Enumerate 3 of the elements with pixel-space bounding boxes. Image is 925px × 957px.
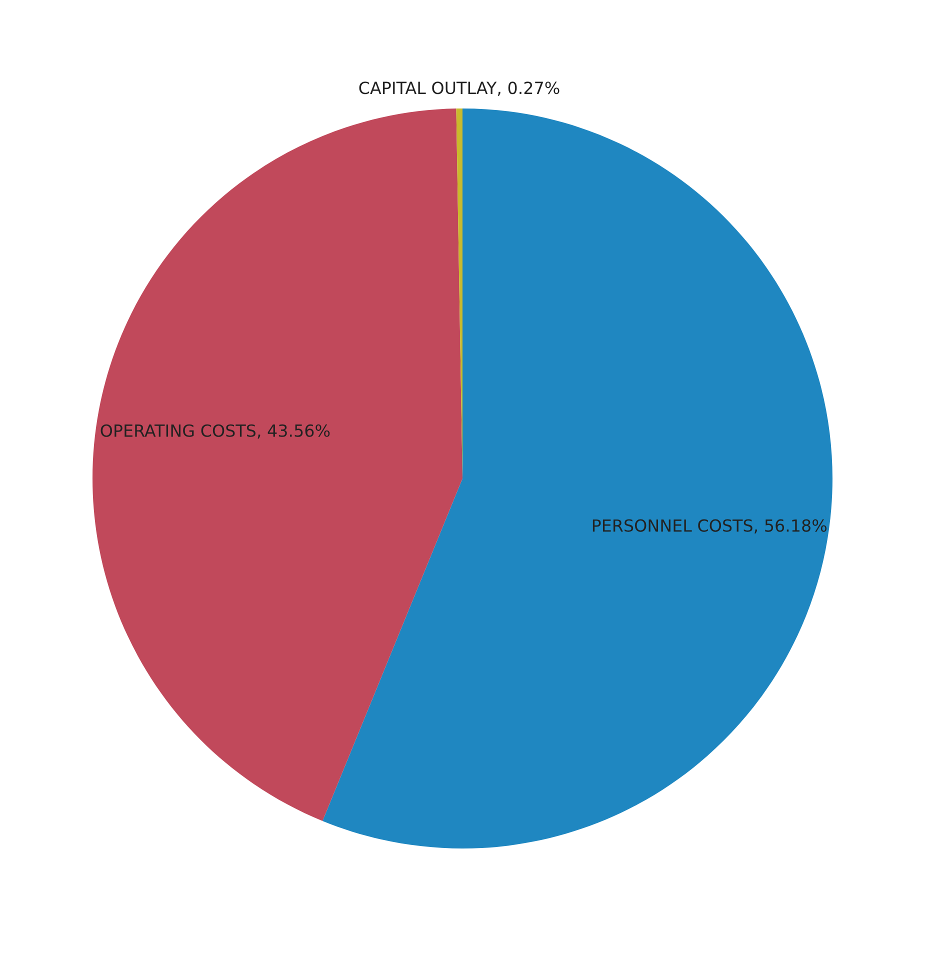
slice-label: CAPITAL OUTLAY, 0.27% xyxy=(359,82,560,96)
slice-label: PERSONNEL COSTS, 56.18% xyxy=(592,519,827,534)
slice-label: OPERATING COSTS, 43.56% xyxy=(100,424,330,439)
